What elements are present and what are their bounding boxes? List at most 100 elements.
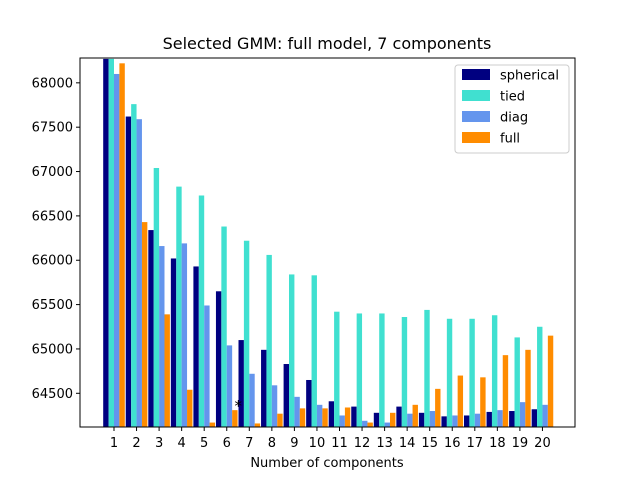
bar-diag-14 bbox=[407, 413, 413, 427]
y-tick-label: 67000 bbox=[32, 165, 73, 180]
bar-spherical-17 bbox=[464, 415, 470, 427]
bar-tied-12 bbox=[356, 313, 363, 427]
bar-diag-4 bbox=[181, 243, 188, 427]
y-tick-label: 66000 bbox=[32, 254, 73, 269]
bar-spherical-13 bbox=[373, 412, 380, 427]
x-tick-label: 6 bbox=[223, 436, 231, 451]
bar-full-1 bbox=[119, 63, 125, 427]
x-tick-label: 1 bbox=[110, 436, 118, 451]
y-tick-label: 65000 bbox=[32, 342, 73, 357]
x-tick-label: 13 bbox=[376, 436, 393, 451]
x-tick-label: 19 bbox=[512, 436, 529, 451]
x-tick-label: 14 bbox=[399, 436, 416, 451]
bar-tied-6 bbox=[221, 226, 227, 427]
x-tick-label: 8 bbox=[268, 436, 276, 451]
x-tick-label: 11 bbox=[331, 436, 348, 451]
bar-diag-20 bbox=[542, 404, 548, 427]
bar-tied-18 bbox=[491, 315, 498, 427]
bar-tied-8 bbox=[266, 254, 272, 427]
x-tick-label: 3 bbox=[155, 436, 163, 451]
bar-full-19 bbox=[525, 349, 531, 427]
y-tick-label: 66500 bbox=[32, 209, 73, 224]
bar-full-14 bbox=[412, 404, 418, 427]
bar-diag-8 bbox=[271, 385, 278, 427]
legend-swatch-spherical bbox=[462, 69, 490, 80]
bar-spherical-20 bbox=[531, 409, 538, 427]
y-tick-label: 65500 bbox=[32, 298, 73, 313]
bar-tied-2 bbox=[131, 104, 137, 428]
bar-full-6 bbox=[232, 410, 238, 427]
bar-tied-15 bbox=[424, 309, 430, 427]
bar-full-13 bbox=[390, 412, 396, 427]
bar-tied-4 bbox=[176, 186, 182, 427]
legend-swatch-diag bbox=[462, 111, 490, 122]
plot-frame bbox=[79, 57, 576, 428]
bar-full-4 bbox=[187, 389, 193, 427]
bar-diag-3 bbox=[159, 246, 165, 427]
bar-diag-2 bbox=[136, 119, 142, 427]
legend-label-spherical: spherical bbox=[500, 69, 559, 84]
bar-diag-5 bbox=[204, 305, 210, 427]
bar-tied-1 bbox=[108, 58, 114, 427]
legend-box bbox=[454, 64, 570, 154]
bar-full-17 bbox=[480, 377, 486, 427]
bar-tied-7 bbox=[243, 240, 250, 427]
bar-full-9 bbox=[299, 408, 306, 427]
x-axis-label: Number of components bbox=[250, 456, 404, 471]
x-tick-label: 18 bbox=[489, 436, 506, 451]
bar-full-5 bbox=[209, 422, 215, 427]
legend-swatch-full bbox=[462, 132, 490, 143]
bar-spherical-10 bbox=[306, 379, 312, 427]
bar-diag-9 bbox=[294, 396, 300, 427]
bar-diag-13 bbox=[384, 422, 390, 427]
x-tick-label: 2 bbox=[132, 436, 140, 451]
bar-spherical-19 bbox=[509, 411, 515, 427]
bar-diag-17 bbox=[474, 413, 481, 427]
bar-tied-11 bbox=[334, 311, 340, 427]
bar-diag-6 bbox=[226, 345, 233, 427]
bar-spherical-15 bbox=[418, 412, 425, 427]
y-tick-label: 64500 bbox=[32, 387, 73, 402]
x-tick-label: 15 bbox=[421, 436, 438, 451]
bar-tied-16 bbox=[446, 318, 453, 427]
x-tick-label: 7 bbox=[245, 436, 253, 451]
bar-full-16 bbox=[457, 375, 464, 427]
x-tick-label: 20 bbox=[534, 436, 551, 451]
bar-spherical-9 bbox=[283, 364, 289, 427]
bar-spherical-8 bbox=[261, 349, 267, 427]
y-axis: 64500 65000 65500 66000 66500 67000 67500 68000 bbox=[32, 76, 80, 402]
bar-spherical-5 bbox=[193, 266, 199, 427]
bar-tied-13 bbox=[379, 313, 385, 427]
bar-full-10 bbox=[322, 408, 328, 427]
bar-spherical-6 bbox=[215, 291, 222, 427]
bar-tied-17 bbox=[469, 318, 475, 427]
bar-tied-14 bbox=[401, 317, 408, 427]
bar-spherical-3 bbox=[148, 230, 154, 427]
bar-spherical-16 bbox=[441, 416, 447, 427]
selected-model-marker: * bbox=[235, 397, 243, 415]
bar-diag-18 bbox=[497, 410, 503, 427]
legend-label-full: full bbox=[500, 132, 520, 147]
bar-full-18 bbox=[502, 355, 509, 427]
x-tick-label: 10 bbox=[309, 436, 326, 451]
y-tick-label: 67500 bbox=[32, 121, 73, 136]
marker-layer: * bbox=[235, 397, 243, 415]
x-tick-label: 4 bbox=[178, 436, 186, 451]
chart-title: Selected GMM: full model, 7 components bbox=[163, 34, 492, 53]
x-tick-label: 12 bbox=[354, 436, 371, 451]
bar-full-15 bbox=[435, 388, 441, 427]
legend-swatch-tied bbox=[462, 90, 490, 101]
bar-full-12 bbox=[367, 422, 373, 427]
bar-full-3 bbox=[164, 314, 170, 427]
bar-diag-19 bbox=[519, 402, 526, 427]
bar-diag-12 bbox=[362, 420, 368, 427]
bar-spherical-4 bbox=[170, 258, 177, 427]
bar-spherical-11 bbox=[328, 401, 335, 427]
bar-spherical-18 bbox=[486, 411, 492, 427]
bar-diag-15 bbox=[429, 411, 436, 427]
bar-spherical-7 bbox=[238, 340, 244, 427]
bar-full-20 bbox=[547, 335, 554, 427]
bar-tied-19 bbox=[514, 337, 520, 427]
bar-full-11 bbox=[344, 407, 351, 427]
bar-full-8 bbox=[277, 413, 283, 427]
